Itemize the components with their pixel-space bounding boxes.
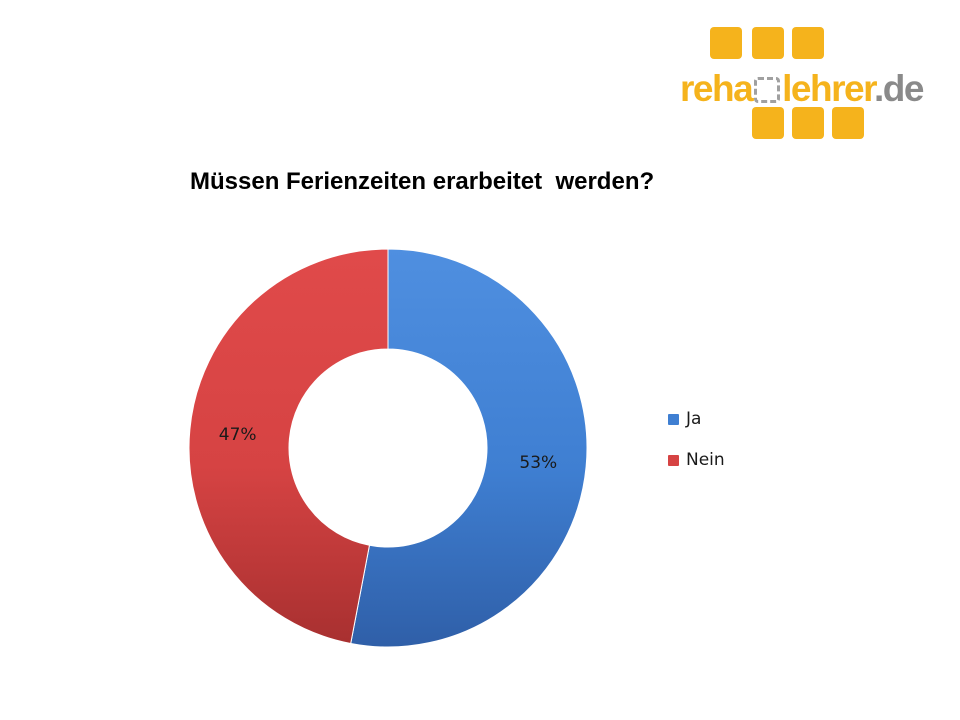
donut-slice-ja — [350, 248, 588, 648]
data-label-nein: 47% — [219, 425, 257, 445]
logo-wordmark: reha lehrer.de — [680, 68, 924, 109]
donut-slice-nein — [188, 248, 389, 645]
logo-square — [832, 107, 864, 139]
logo-box-icon — [754, 77, 781, 103]
chart-title: Müssen Ferienzeiten erarbeitet werden? — [190, 168, 655, 195]
logo-square — [710, 27, 742, 59]
legend-label-ja: Ja — [686, 409, 702, 429]
logo-square — [752, 27, 784, 59]
rehalehrer-logo: reha lehrer.de — [680, 25, 924, 145]
logo-text-part2: lehrer — [782, 68, 875, 109]
logo-text-part3: .de — [873, 68, 924, 109]
legend-swatch-ja — [668, 414, 679, 425]
logo-square — [752, 107, 784, 139]
legend-label-nein: Nein — [686, 450, 725, 470]
logo-text-part1: reha — [680, 68, 754, 109]
donut-data-labels: 53% 47% — [219, 425, 557, 473]
donut-slices — [188, 248, 588, 648]
logo-square — [792, 27, 824, 59]
data-label-ja: 53% — [519, 453, 557, 473]
logo-square — [792, 107, 824, 139]
legend-swatch-nein — [668, 455, 679, 466]
